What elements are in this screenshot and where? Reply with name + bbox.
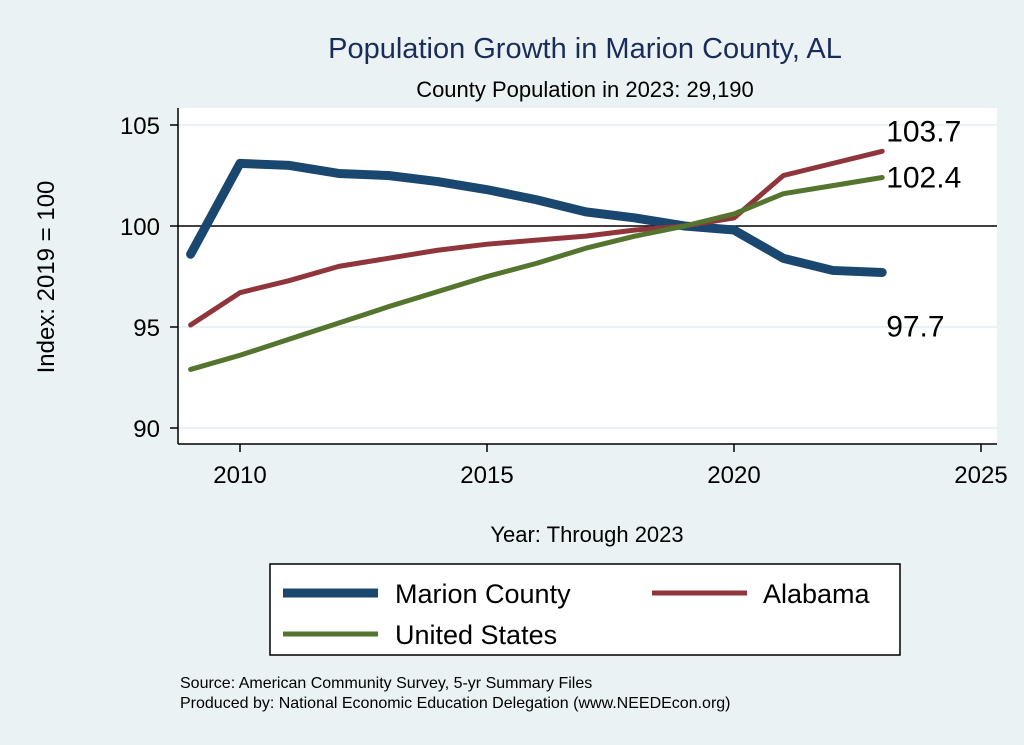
x-tick-label: 2020 xyxy=(707,462,760,489)
end-label: 97.7 xyxy=(886,310,944,343)
y-axis-label: Index: 2019 = 100 xyxy=(33,181,60,374)
source-note: Source: American Community Survey, 5-yr … xyxy=(180,675,592,692)
legend-label: Alabama xyxy=(763,579,871,609)
y-tick-label: 95 xyxy=(133,315,160,342)
y-tick-label: 105 xyxy=(120,113,160,140)
x-axis-label: Year: Through 2023 xyxy=(490,522,683,547)
end-label: 103.7 xyxy=(886,115,961,148)
chart-title: Population Growth in Marion County, AL xyxy=(328,33,842,65)
y-tick-label: 90 xyxy=(133,416,160,443)
x-tick-label: 2015 xyxy=(460,462,513,489)
chart-subtitle: County Population in 2023: 29,190 xyxy=(416,77,754,102)
y-tick-label: 100 xyxy=(120,214,160,241)
x-tick-label: 2025 xyxy=(954,462,1007,489)
legend xyxy=(269,563,901,656)
produced-note: Produced by: National Economic Education… xyxy=(180,695,731,712)
x-tick-label: 2010 xyxy=(213,462,266,489)
end-label: 102.4 xyxy=(886,162,961,195)
legend-label: United States xyxy=(395,620,557,650)
legend-label: Marion County xyxy=(395,579,571,609)
